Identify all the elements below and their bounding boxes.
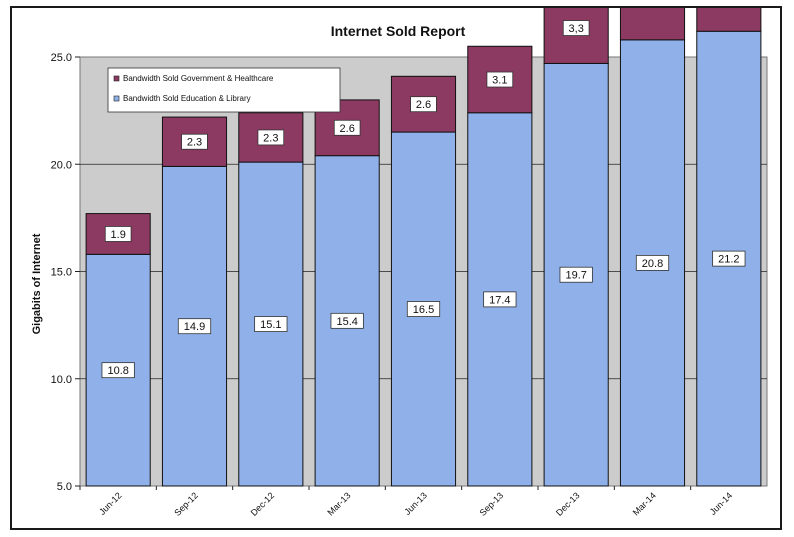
legend-label: Bandwidth Sold Education & Library [123,94,251,103]
data-label-government-healthcare: 1.9 [111,229,126,241]
data-label-education-library: 10.8 [107,365,128,377]
data-label-government-healthcare: 2.6 [340,123,355,135]
data-label-government-healthcare-box [104,226,132,242]
bar-government-healthcare [619,8,686,41]
data-label-education-library-box [330,312,364,329]
data-label-government-healthcare-box [181,133,208,150]
data-label-government-healthcare-box [333,119,361,136]
chart-title: Internet Sold Report [331,23,466,39]
data-label-education-library: 16.5 [413,304,434,316]
data-label-education-library-box [635,255,670,271]
bar-education-library [543,62,609,487]
data-label-government-healthcare-box [486,71,514,88]
x-tick-label: Jun-14 [708,490,735,517]
legend-swatch [113,95,120,102]
y-tick-label: 15.0 [51,267,72,279]
chart-frame: Internet Sold Report Gigabits of Interne… [10,6,782,530]
data-label-education-library: 15.4 [336,316,357,328]
data-label-government-healthcare: 2.6 [416,99,431,111]
data-label-education-library-box [483,291,517,308]
data-label-education-library-box [101,362,135,379]
data-label-education-library-box [254,316,288,332]
y-tick-label: 10.0 [51,374,72,386]
data-label-government-healthcare: 2.3 [187,137,202,149]
y-tick-label: 20.0 [51,159,72,171]
data-label-education-library-box [406,301,441,317]
y-tick-label: 25.0 [51,52,72,64]
data-label-government-healthcare: 3.1 [492,75,507,87]
x-tick-label: Mar-14 [631,490,658,517]
x-tick-label: Sep-13 [478,490,506,518]
bar-chart: Internet Sold Report Gigabits of Interne… [31,8,768,518]
y-tick-label: 5.0 [57,481,72,493]
data-label-government-healthcare: 2.3 [263,132,278,144]
x-tick-label: Jun-12 [97,490,124,517]
data-label-education-library: 14.9 [184,321,205,333]
data-label-education-library-box [559,266,593,283]
x-tick-label: Jun-13 [402,490,429,517]
data-label-government-healthcare: 3,3 [569,23,584,35]
legend-swatch [113,75,120,82]
data-label-education-library-box [177,318,212,335]
data-label-education-library: 21.2 [718,254,739,266]
data-label-education-library: 20.8 [642,258,663,270]
plot-area: 5.0 10.0 15.0 20.0 25.0 10.8 1.9 Jun-12 14.9 2.3 S… [51,8,768,518]
legend-label: Bandwidth Sold Government & Healthcare [123,74,274,83]
y-axis-label: Gigabits of Internet [31,233,43,334]
data-label-education-library: 15.1 [260,319,281,331]
bar-government-healthcare [696,8,762,32]
x-tick-label: Mar-13 [325,490,352,517]
data-label-education-library-box [712,250,746,267]
x-tick-label: Dec-13 [554,490,582,518]
legend-box [107,67,341,113]
data-label-education-library: 17.4 [489,294,510,306]
x-tick-label: Dec-12 [249,490,277,518]
x-tick-label: Sep-12 [172,490,200,518]
data-label-education-library: 19.7 [565,270,586,282]
data-label-government-healthcare-box [257,129,285,146]
data-label-government-healthcare-box [562,20,590,36]
data-label-government-healthcare-box [410,96,437,113]
